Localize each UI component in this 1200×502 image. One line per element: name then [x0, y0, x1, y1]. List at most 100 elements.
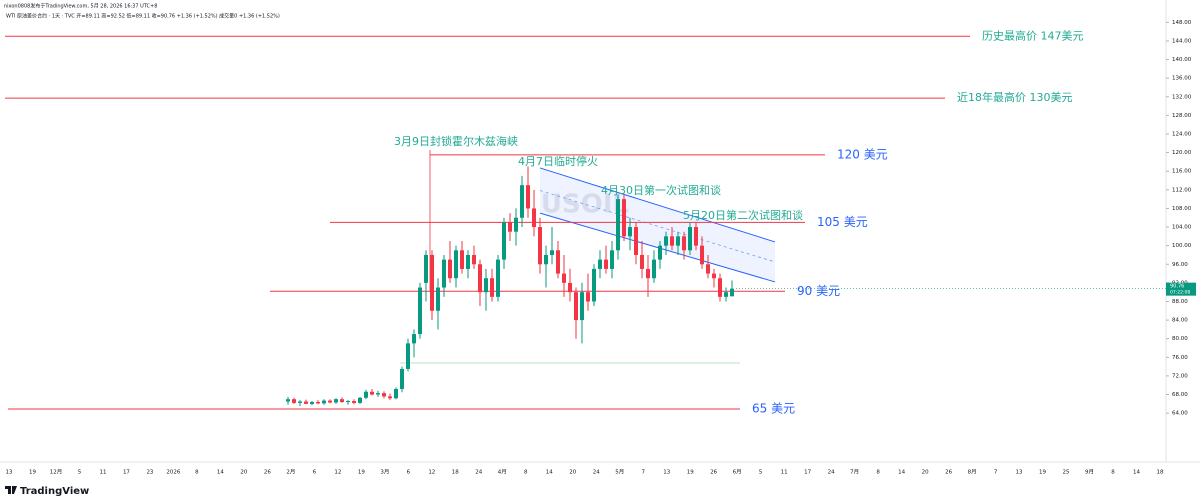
x-tick-label: 20 [922, 470, 929, 476]
candle-body [646, 268, 650, 279]
candle-body [370, 391, 374, 395]
candle-body [712, 273, 716, 279]
y-tick-label: 112.00 [1172, 187, 1192, 193]
candle-body [394, 388, 398, 399]
y-tick-label: 64.00 [1172, 411, 1188, 417]
y-tick-label: 76.00 [1172, 355, 1188, 361]
level-label: 近18年最高价 130美元 [957, 90, 1073, 104]
candle-body [298, 401, 302, 403]
x-tick-label: 8 [524, 470, 528, 476]
x-tick-label: 18 [452, 470, 459, 476]
y-tick-label: 100.00 [1172, 243, 1192, 249]
candle-body [568, 282, 572, 293]
x-tick-label: 13 [6, 470, 13, 476]
candle-body [376, 393, 380, 395]
x-tick-label: 7 [641, 470, 645, 476]
level-label: 65 美元 [752, 401, 795, 415]
event-label: 3月9日封锁霍尔木兹海峡 [394, 134, 518, 148]
x-tick-label: 12月 [50, 469, 63, 476]
author-line: nixon0808发布于TradingView.com, 5月 28, 2026… [4, 3, 157, 10]
x-tick-label: 14 [1133, 470, 1140, 476]
x-tick-label: 19 [1039, 470, 1046, 476]
x-tick-label: 17 [804, 470, 811, 476]
candle-body [718, 278, 722, 297]
candle-body [328, 400, 332, 403]
candle-body [496, 259, 500, 297]
x-tick-label: 2026 [166, 470, 180, 476]
candle-body [676, 236, 680, 246]
y-tick-label: 120.00 [1172, 150, 1192, 156]
candle-body [490, 278, 494, 297]
x-tick-label: 17 [123, 470, 130, 476]
candle-body [526, 185, 530, 209]
candle-body [316, 401, 320, 404]
x-tick-label: 12 [428, 470, 435, 476]
candle-body [472, 254, 476, 265]
level-label: 历史最高价 147美元 [982, 28, 1084, 42]
x-tick-label: 20 [240, 470, 247, 476]
candle-body [592, 268, 596, 302]
candle-body [460, 250, 464, 269]
x-tick-label: 23 [146, 470, 153, 476]
x-tick-label: 26 [264, 470, 271, 476]
candle-body [484, 278, 488, 293]
channel-fill [540, 167, 775, 282]
x-tick-label: 11 [99, 470, 106, 476]
y-tick-label: 136.00 [1172, 76, 1192, 82]
y-tick-label: 84.00 [1172, 318, 1188, 324]
candle-body [454, 250, 458, 279]
brand: TradingView [20, 486, 89, 497]
candle-body [652, 259, 656, 279]
candle-body [388, 396, 392, 399]
channel-lower [539, 212, 776, 283]
x-tick-label: 8月 [968, 469, 977, 476]
x-tick-label: 6月 [733, 469, 742, 476]
y-tick-label: 116.00 [1172, 169, 1192, 175]
candle-body [292, 399, 296, 403]
candle-body [574, 292, 578, 321]
x-tick-label: 26 [945, 470, 952, 476]
watermark: USOIL [541, 190, 629, 220]
candle-body [502, 222, 506, 260]
y-tick-label: 140.00 [1172, 57, 1192, 63]
brand-logo [5, 486, 17, 494]
candle-body [412, 334, 416, 344]
x-tick-label: 26 [710, 470, 717, 476]
level-label: 120 美元 [837, 147, 888, 161]
candle-body [352, 401, 356, 403]
candle-body [400, 368, 404, 389]
candle-body [430, 254, 434, 311]
channel-mid [539, 190, 776, 263]
x-tick-label: 8 [876, 470, 880, 476]
x-tick-label: 9月 [1085, 469, 1094, 476]
candle-body [436, 287, 440, 311]
x-tick-label: 5月 [615, 469, 624, 476]
y-tick-label: 80.00 [1172, 336, 1188, 342]
candle-body [322, 400, 326, 404]
x-tick-label: 5 [78, 470, 82, 476]
candle-body [640, 254, 644, 269]
x-tick-label: 2月 [286, 469, 295, 476]
x-tick-label: 4月 [498, 469, 507, 476]
candle-body [310, 401, 314, 404]
candle-body [682, 236, 686, 251]
level-label: 105 美元 [817, 215, 868, 229]
candle-body [610, 250, 614, 269]
candle-body [406, 343, 410, 369]
last-price-label: 90.76 [1170, 284, 1184, 290]
last-price-box [1166, 282, 1196, 296]
candle-body [598, 259, 602, 269]
y-tick-label: 128.00 [1172, 113, 1192, 119]
candle-body [580, 292, 584, 321]
y-tick-label: 148.00 [1172, 20, 1192, 26]
x-tick-label: 8 [195, 470, 199, 476]
candle-body [700, 245, 704, 265]
candle-body [562, 273, 566, 283]
x-tick-label: 14 [546, 470, 553, 476]
candle-body [514, 217, 518, 232]
event-label: 4月30日第一次试图和谈 [601, 183, 721, 197]
x-tick-label: 19 [358, 470, 365, 476]
candle-body [520, 185, 524, 218]
x-tick-label: 7月 [850, 469, 859, 476]
event-label: 5月20日第二次试图和谈 [683, 208, 803, 222]
